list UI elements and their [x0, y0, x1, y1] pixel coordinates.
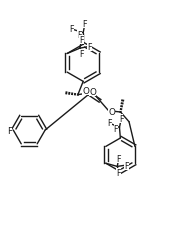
Text: F: F	[79, 50, 84, 59]
Text: F: F	[69, 25, 74, 34]
Text: O: O	[89, 88, 96, 97]
Text: F: F	[107, 119, 112, 128]
Text: F: F	[7, 126, 12, 135]
Text: F: F	[87, 43, 92, 52]
Text: O: O	[82, 87, 89, 96]
Text: O: O	[108, 107, 115, 116]
Text: F: F	[116, 168, 121, 177]
Text: F: F	[114, 124, 118, 133]
Text: F: F	[119, 115, 124, 124]
Text: F: F	[79, 36, 84, 45]
Text: F: F	[116, 154, 121, 163]
Text: F: F	[77, 30, 82, 40]
Text: F: F	[124, 161, 129, 170]
Text: F: F	[83, 20, 87, 29]
